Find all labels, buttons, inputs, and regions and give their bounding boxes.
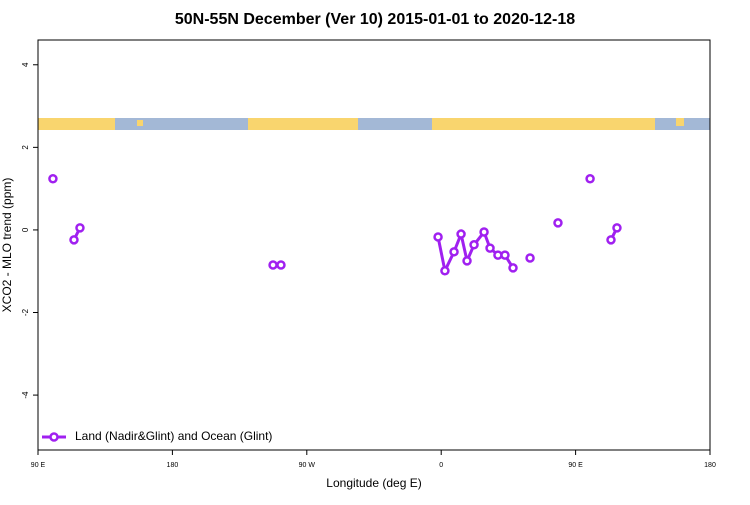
x-axis-label: Longitude (deg E)	[326, 476, 421, 490]
legend: Land (Nadir&Glint) and Ocean (Glint)	[42, 429, 272, 443]
data-point	[456, 229, 466, 239]
data-point	[525, 253, 535, 263]
data-point	[479, 227, 489, 237]
land	[38, 118, 115, 130]
x-tick-label: 180	[704, 462, 716, 469]
map-strip	[38, 118, 710, 130]
data-point	[69, 235, 79, 245]
data-point	[462, 256, 472, 266]
data-point	[508, 263, 518, 273]
data-point	[433, 232, 443, 242]
x-tick-label: 90 E	[31, 462, 46, 469]
data-point	[553, 218, 563, 228]
legend-label: Land (Nadir&Glint) and Ocean (Glint)	[75, 429, 272, 443]
y-tick-label: -2	[21, 308, 30, 316]
land	[432, 118, 655, 130]
data-point	[276, 260, 286, 270]
legend-marker	[49, 432, 59, 442]
y-axis-label: XCO2 - MLO trend (ppm)	[0, 178, 14, 313]
data-point	[75, 223, 85, 233]
x-tick-label: 90 W	[299, 462, 316, 469]
data-point	[48, 173, 58, 184]
plot-frame	[37, 39, 711, 451]
y-tick-label: 2	[21, 145, 30, 150]
x-tick-label: 90 E	[568, 462, 583, 469]
data-point	[440, 266, 450, 276]
y-tick-label: 4	[21, 62, 30, 67]
chart-title: 50N-55N December (Ver 10) 2015-01-01 to …	[175, 11, 575, 28]
data-point	[268, 260, 278, 270]
land	[137, 120, 143, 126]
data-point	[585, 173, 595, 184]
land	[248, 118, 358, 130]
data-point	[449, 247, 459, 257]
land	[676, 118, 684, 126]
data-point	[612, 223, 622, 233]
data-point	[485, 243, 495, 253]
x-tick-label: 0	[439, 462, 443, 469]
data-point	[469, 240, 479, 250]
y-tick-label: 0	[21, 227, 30, 232]
y-tick-label: -4	[21, 391, 30, 399]
data-point	[606, 235, 616, 245]
x-tick-label: 180	[167, 462, 179, 469]
data-point	[500, 250, 510, 260]
